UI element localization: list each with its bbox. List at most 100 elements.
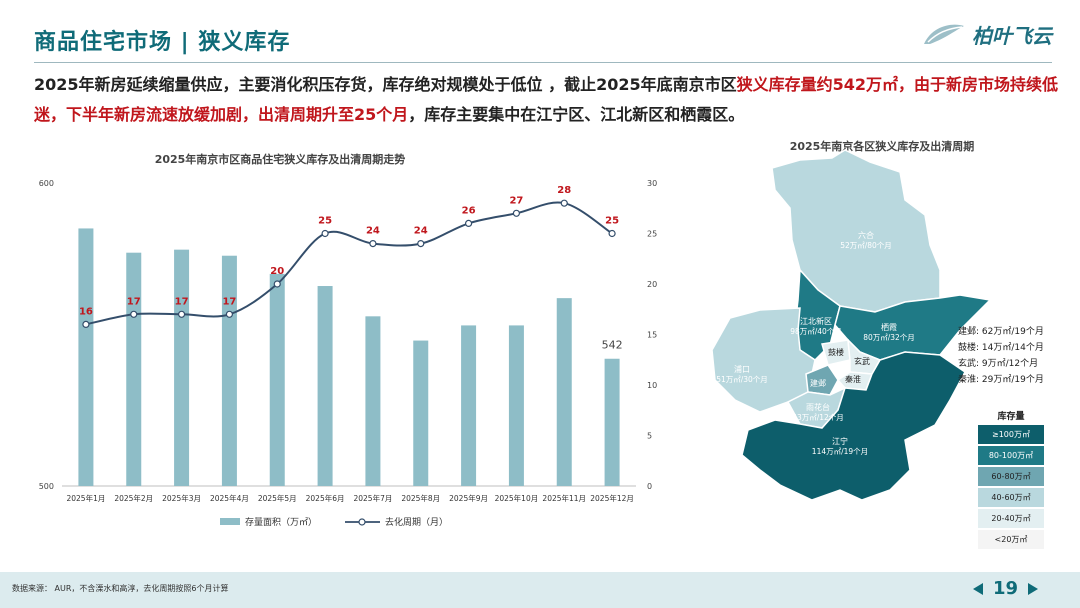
- map-region-name: 秦淮: [845, 374, 861, 384]
- line-data-label: 24: [366, 226, 380, 237]
- map-region-name: 江北新区: [800, 316, 832, 326]
- side-list-item: 建邺: 62万㎡/19个月: [958, 324, 1044, 340]
- legend-marker-line: [358, 518, 366, 526]
- line-point: [225, 310, 234, 318]
- line-point: [369, 240, 377, 248]
- footer: 数据来源： AUR，不含溧水和高淳，去化周期按照6个月计算 19: [0, 572, 1080, 608]
- side-list-name: 建邺:: [958, 327, 982, 337]
- y-right-tick-label: 30: [647, 179, 657, 188]
- map-legend-item: <20万㎡: [978, 530, 1044, 549]
- bar-inventory: [461, 325, 477, 486]
- pager: 19: [972, 578, 1038, 599]
- bar-inventory: [78, 228, 94, 486]
- page-number: 19: [992, 578, 1018, 599]
- line-data-label: 20: [270, 266, 284, 277]
- side-list-item: 秦淮: 29万㎡/19个月: [958, 372, 1044, 388]
- y-right-tick-label: 5: [647, 432, 652, 441]
- bar-inventory: [126, 252, 142, 486]
- line-data-label: 25: [318, 216, 332, 227]
- map-region-name: 建邺: [810, 378, 826, 388]
- line-point: [417, 240, 425, 248]
- next-page-icon[interactable]: [1028, 582, 1038, 595]
- map-region-value: 80万㎡/32个月: [863, 333, 915, 342]
- x-tick-label: 2025年10月: [495, 493, 539, 503]
- line-point: [608, 229, 616, 238]
- inventory-chart: 600 500 30 25 20 15 10 5 0 2025年1月 2025年2月 2025年3月 2…: [39, 179, 657, 528]
- bar-inventory: [413, 340, 429, 486]
- x-tick-label: 2025年2月: [114, 493, 153, 503]
- bar-inventory: [174, 249, 190, 486]
- legend-label-line: 去化周期（月）: [385, 516, 448, 528]
- side-list-value: 29万㎡/19个月: [981, 375, 1044, 385]
- x-tick-label: 2025年12月: [590, 493, 634, 503]
- legend-swatch-bar: [220, 518, 240, 525]
- map-region-value: 114万㎡/19个月: [812, 447, 868, 456]
- side-list-value: 62万㎡/19个月: [981, 327, 1044, 337]
- title-divider: [34, 62, 1052, 63]
- x-tick-label: 2025年11月: [542, 493, 586, 503]
- line-point: [273, 280, 281, 288]
- logo-text: 柏叶飞云: [972, 24, 1052, 48]
- map-region-name: 栖霞: [881, 322, 897, 332]
- map-legend-item: 80-100万㎡: [978, 446, 1044, 465]
- line-data-label: 17: [127, 296, 141, 307]
- x-tick-label: 2025年3月: [162, 493, 201, 503]
- map-legend-title: 库存量: [997, 412, 1025, 422]
- side-list-value: 9万㎡/12个月: [981, 359, 1039, 369]
- side-list-item: 玄武: 9万㎡/12个月: [958, 356, 1044, 372]
- map-region-jianye: [805, 364, 839, 396]
- x-tick-label: 2025年6月: [306, 493, 345, 503]
- headline-highlight: 狭义库存量约542万㎡，由于新房市场持续低迷，下半年新房流速放缓加剧，出清周期升…: [34, 75, 1059, 124]
- map-region-value: 98万㎡/40个月: [790, 327, 842, 336]
- map-legend-item: 60-80万㎡: [978, 467, 1044, 486]
- line-data-label: 17: [175, 296, 189, 307]
- bar-inventory: [317, 286, 333, 486]
- x-tick-label: 2025年8月: [401, 493, 440, 503]
- line-data-label: 27: [509, 195, 523, 206]
- bar-inventory: [556, 298, 572, 486]
- brand-logo: 柏叶飞云: [922, 20, 1052, 49]
- footer-source-note: 数据来源： AUR，不含溧水和高淳，去化周期按照6个月计算: [12, 584, 229, 593]
- bar-data-label: 542: [602, 339, 623, 352]
- map-legend-item: 40-60万㎡: [978, 488, 1044, 507]
- line-data-label: 17: [222, 296, 236, 307]
- map-legend-item: 20-40万㎡: [978, 509, 1044, 528]
- y-left-tick-label: 500: [39, 482, 54, 491]
- chart-title: 2025年南京市区商品住宅狭义库存及出清周期走势: [154, 153, 406, 166]
- line-point: [560, 199, 568, 207]
- x-tick-label: 2025年5月: [258, 493, 297, 503]
- previous-page-icon[interactable]: [972, 582, 983, 595]
- map-region-name: 浦口: [734, 364, 750, 374]
- bar-inventory: [508, 325, 524, 486]
- line-point: [82, 320, 90, 328]
- x-tick-label: 2025年4月: [210, 493, 249, 503]
- line-data-label: 28: [557, 185, 571, 196]
- map-region-jiangning: [741, 351, 966, 501]
- line-point: [512, 209, 521, 217]
- map-legend-item: ≥100万㎡: [978, 425, 1044, 444]
- headline-part3: ，库存主要集中在江宁区、江北新区和栖霞区。: [408, 105, 745, 124]
- bar-inventory: [365, 316, 381, 486]
- x-tick-label: 2025年9月: [449, 493, 488, 503]
- map-region-name: 雨花台: [806, 402, 830, 412]
- side-list-name: 秦淮:: [958, 375, 982, 385]
- line-point: [130, 310, 138, 318]
- map-region-name: 鼓楼: [828, 347, 844, 357]
- page-title: 商品住宅市场 | 狭义库存: [34, 30, 291, 55]
- line-data-label: 24: [414, 226, 428, 237]
- bar-inventory: [604, 358, 620, 486]
- side-list-item: 鼓楼: 14万㎡/14个月: [958, 340, 1044, 356]
- chart-legend: 存量面积（万㎡） 去化周期（月）: [220, 516, 448, 528]
- map-region-name: 六合: [858, 230, 874, 240]
- y-right-tick-label: 25: [647, 230, 657, 239]
- map-region-pukou: [711, 307, 816, 413]
- line-point: [177, 310, 186, 318]
- map-region-name: 江宁: [832, 436, 848, 446]
- line-data-label: 16: [79, 306, 93, 317]
- map-region-name: 玄武: [854, 356, 870, 366]
- y-right-tick-label: 20: [647, 280, 657, 289]
- line-point: [321, 229, 329, 238]
- side-list-value: 14万㎡/14个月: [981, 343, 1044, 353]
- map-region-value: 51万㎡/30个月: [716, 375, 768, 384]
